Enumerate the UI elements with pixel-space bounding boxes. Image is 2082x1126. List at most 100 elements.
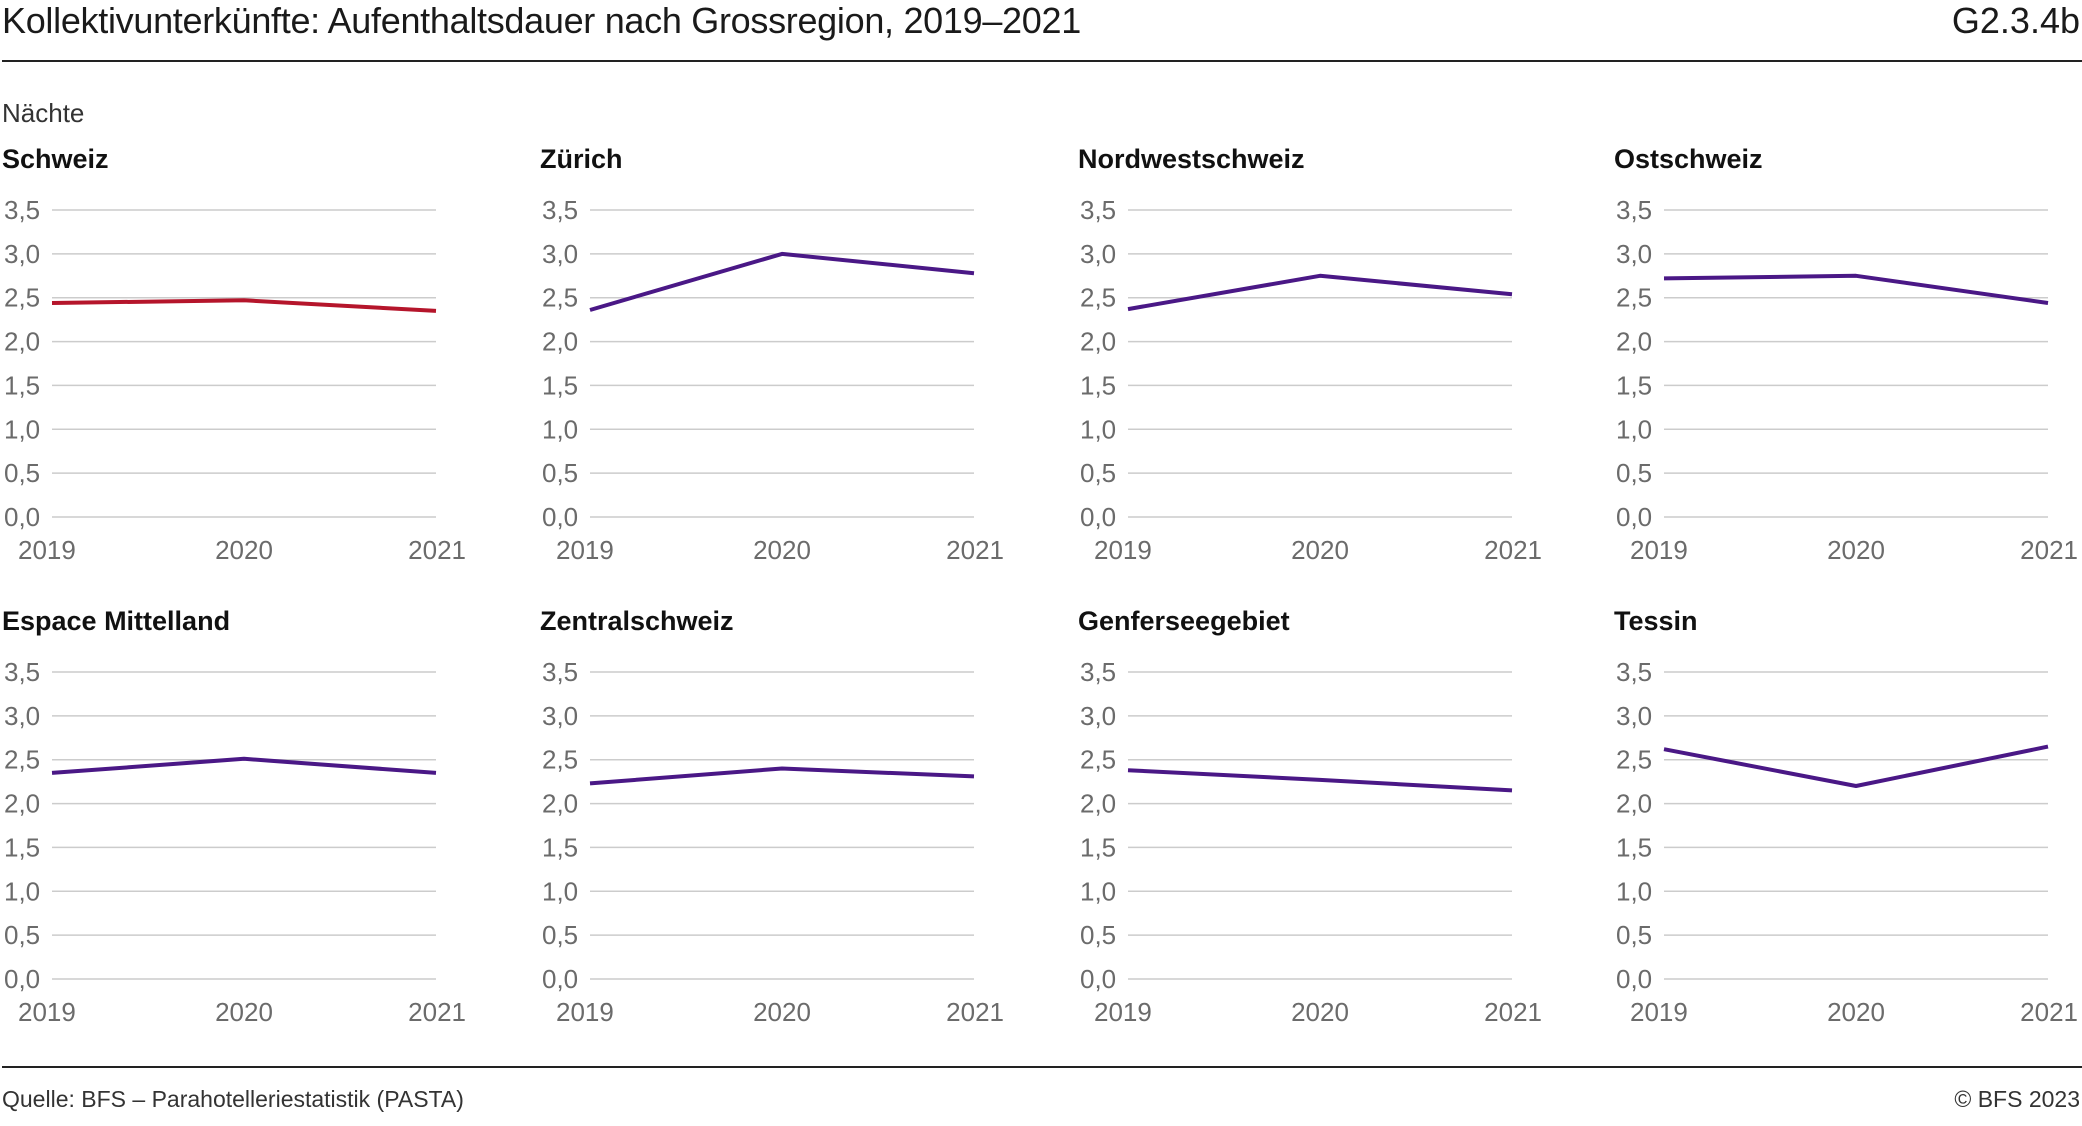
y-tick-label: 3,0 (1616, 239, 1652, 269)
y-tick-label: 3,5 (1616, 195, 1652, 225)
top-rule (2, 60, 2082, 62)
y-tick-label: 2,0 (1616, 327, 1652, 357)
y-tick-label: 1,5 (1616, 832, 1652, 862)
y-tick-label: 1,5 (542, 370, 578, 400)
y-tick-label: 1,5 (1080, 370, 1116, 400)
y-tick-label: 1,0 (1616, 414, 1652, 444)
y-tick-label: 1,0 (1080, 414, 1116, 444)
y-tick-label: 3,0 (1080, 239, 1116, 269)
x-tick-label: 2019 (556, 997, 614, 1027)
x-tick-label: 2021 (946, 997, 1004, 1027)
y-tick-label: 2,5 (542, 745, 578, 775)
source-note: Quelle: BFS – Parahotelleriestatistik (P… (2, 1086, 464, 1112)
panel-title-genferseegebiet: Genferseegebiet (1078, 606, 1290, 636)
y-tick-label: 2,5 (4, 283, 40, 313)
y-tick-label: 3,5 (4, 657, 40, 687)
x-tick-label: 2019 (18, 997, 76, 1027)
y-tick-label: 1,0 (542, 876, 578, 906)
x-tick-label: 2020 (215, 535, 273, 565)
chart-title: Kollektivunterkünfte: Aufenthaltsdauer n… (2, 0, 1081, 41)
y-tick-label: 2,0 (1080, 327, 1116, 357)
x-tick-label: 2020 (1291, 997, 1349, 1027)
bottom-rule (2, 1066, 2082, 1068)
y-tick-label: 0,5 (1616, 458, 1652, 488)
panel-title-zentralschweiz: Zentralschweiz (540, 606, 734, 636)
y-tick-label: 0,0 (1616, 502, 1652, 532)
y-tick-label: 2,0 (4, 789, 40, 819)
y-tick-label: 1,5 (1616, 370, 1652, 400)
panel-title-nordwestschweiz: Nordwestschweiz (1078, 144, 1305, 174)
y-tick-label: 0,0 (1616, 964, 1652, 994)
x-tick-label: 2019 (18, 535, 76, 565)
series-line-espace-mittelland (51, 756, 437, 775)
y-tick-label: 2,5 (4, 745, 40, 775)
x-tick-label: 2021 (2020, 997, 2078, 1027)
copyright-note: © BFS 2023 (1954, 1086, 2080, 1112)
x-tick-label: 2021 (2020, 535, 2078, 565)
x-tick-label: 2021 (946, 535, 1004, 565)
series-line-nordwestschweiz (1127, 273, 1513, 312)
y-tick-label: 2,5 (1080, 283, 1116, 313)
y-tick-label: 1,0 (1616, 876, 1652, 906)
series-line-zentralschweiz (589, 766, 975, 786)
panel-title-tessin: Tessin (1614, 606, 1698, 636)
y-tick-label: 1,5 (542, 832, 578, 862)
y-tick-label: 0,0 (1080, 964, 1116, 994)
y-tick-label: 3,0 (4, 701, 40, 731)
y-tick-label: 1,5 (4, 370, 40, 400)
series-line-ostschweiz (1663, 273, 2049, 305)
y-tick-label: 0,5 (4, 920, 40, 950)
y-tick-label: 2,0 (4, 327, 40, 357)
x-tick-label: 2019 (1094, 997, 1152, 1027)
y-tick-label: 0,0 (542, 502, 578, 532)
series-line-genferseegebiet (1127, 768, 1513, 793)
x-tick-label: 2021 (1484, 997, 1542, 1027)
y-tick-label: 0,5 (1080, 458, 1116, 488)
y-tick-label: 2,0 (1080, 789, 1116, 819)
series-line-schweiz (51, 298, 437, 313)
unit-label: Nächte (2, 98, 85, 128)
y-tick-label: 3,0 (1616, 701, 1652, 731)
x-tick-label: 2019 (556, 535, 614, 565)
y-tick-label: 1,5 (1080, 832, 1116, 862)
x-tick-label: 2019 (1630, 535, 1688, 565)
y-tick-label: 3,5 (1616, 657, 1652, 687)
y-tick-label: 2,5 (542, 283, 578, 313)
x-tick-label: 2020 (1291, 535, 1349, 565)
y-tick-label: 2,5 (1616, 283, 1652, 313)
x-tick-label: 2021 (1484, 535, 1542, 565)
x-tick-label: 2020 (753, 535, 811, 565)
y-tick-label: 2,5 (1616, 745, 1652, 775)
x-tick-label: 2019 (1630, 997, 1688, 1027)
y-tick-label: 1,0 (4, 876, 40, 906)
chart-code: G2.3.4b (1951, 0, 2080, 41)
y-tick-label: 0,0 (1080, 502, 1116, 532)
x-tick-label: 2020 (1827, 535, 1885, 565)
y-tick-label: 3,0 (1080, 701, 1116, 731)
x-tick-label: 2021 (408, 535, 466, 565)
y-tick-label: 0,5 (1616, 920, 1652, 950)
y-tick-label: 1,0 (1080, 876, 1116, 906)
y-tick-label: 0,5 (4, 458, 40, 488)
y-tick-label: 2,0 (542, 789, 578, 819)
panel-title-zürich: Zürich (540, 144, 623, 174)
series-line-tessin (1663, 744, 2049, 788)
x-tick-label: 2020 (215, 997, 273, 1027)
y-tick-label: 3,0 (542, 701, 578, 731)
y-tick-label: 1,0 (4, 414, 40, 444)
y-tick-label: 0,5 (1080, 920, 1116, 950)
y-tick-label: 0,0 (4, 964, 40, 994)
y-tick-label: 2,5 (1080, 745, 1116, 775)
y-tick-label: 3,5 (542, 195, 578, 225)
y-tick-label: 0,0 (4, 502, 40, 532)
y-tick-label: 0,0 (542, 964, 578, 994)
y-tick-label: 2,0 (542, 327, 578, 357)
x-tick-label: 2020 (1827, 997, 1885, 1027)
x-tick-label: 2020 (753, 997, 811, 1027)
y-tick-label: 0,5 (542, 920, 578, 950)
y-tick-label: 3,0 (4, 239, 40, 269)
y-tick-label: 3,0 (542, 239, 578, 269)
y-tick-label: 3,5 (542, 657, 578, 687)
panel-title-ostschweiz: Ostschweiz (1614, 144, 1763, 174)
